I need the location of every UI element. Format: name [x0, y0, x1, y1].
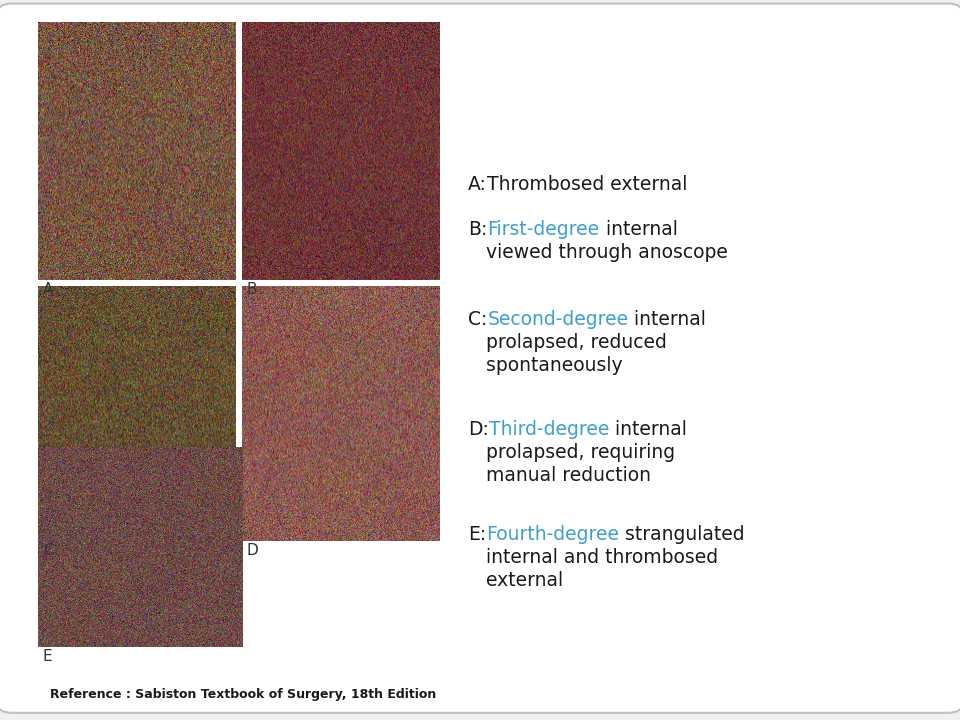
Text: internal: internal	[599, 220, 678, 239]
Text: Second-degree: Second-degree	[488, 310, 629, 329]
Text: D: D	[247, 543, 258, 558]
Text: Third-degree: Third-degree	[489, 420, 610, 439]
Text: First-degree: First-degree	[488, 220, 599, 239]
Text: internal: internal	[610, 420, 687, 439]
Text: manual reduction: manual reduction	[468, 466, 651, 485]
Text: internal: internal	[629, 310, 707, 329]
Text: Reference : Sabiston Textbook of Surgery, 18th Edition: Reference : Sabiston Textbook of Surgery…	[50, 688, 436, 701]
Text: C:: C:	[468, 310, 488, 329]
Text: Thrombosed external: Thrombosed external	[487, 175, 687, 194]
Text: B:: B:	[468, 220, 488, 239]
Text: spontaneously: spontaneously	[468, 356, 623, 375]
Text: A:: A:	[468, 175, 487, 194]
Text: Fourth-degree: Fourth-degree	[487, 525, 619, 544]
Text: E: E	[43, 649, 53, 664]
Text: prolapsed, reduced: prolapsed, reduced	[468, 333, 667, 352]
Text: external: external	[468, 571, 564, 590]
Text: A: A	[43, 282, 53, 297]
Text: prolapsed, requiring: prolapsed, requiring	[468, 443, 675, 462]
Text: viewed through anoscope: viewed through anoscope	[468, 243, 728, 262]
Text: D:: D:	[468, 420, 489, 439]
Text: E:: E:	[468, 525, 487, 544]
Text: internal and thrombosed: internal and thrombosed	[468, 548, 718, 567]
Text: strangulated: strangulated	[619, 525, 745, 544]
Text: B: B	[247, 282, 257, 297]
Text: C: C	[43, 543, 54, 558]
